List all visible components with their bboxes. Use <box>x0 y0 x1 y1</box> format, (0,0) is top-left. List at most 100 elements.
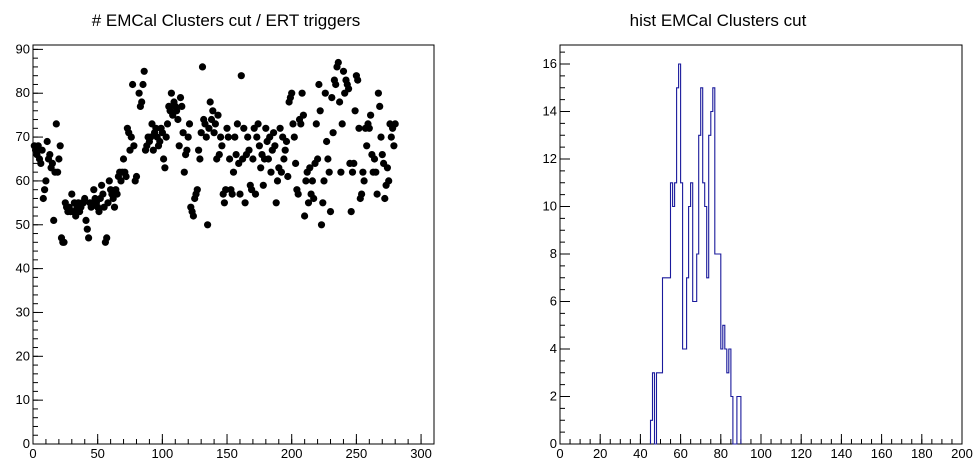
scatter-point <box>209 107 217 115</box>
scatter-point <box>383 164 391 172</box>
scatter-point <box>82 216 90 224</box>
scatter-plot-frame <box>32 44 435 445</box>
scatter-point <box>325 168 333 176</box>
scatter-point <box>351 107 359 115</box>
scatter-point <box>391 120 399 128</box>
x-tick-label: 150 <box>216 446 238 461</box>
scatter-chart-title: # EMCal Clusters cut / ERT triggers <box>92 11 361 30</box>
y-tick-label: 0 <box>23 436 30 451</box>
scatter-point <box>43 137 51 146</box>
y-tick-label: 12 <box>543 151 557 166</box>
scatter-plot-axes: 0 50 100 150 200 250 300 0 10 20 30 40 50 60 70 80 90 <box>16 41 435 461</box>
scatter-point <box>210 129 218 137</box>
scatter-point <box>140 67 148 75</box>
scatter-point <box>259 181 267 189</box>
scatter-point <box>367 111 375 119</box>
x-tick-label: 180 <box>911 446 933 461</box>
scatter-point <box>326 208 335 216</box>
scatter-point <box>50 216 58 224</box>
scatter-point <box>231 133 239 141</box>
scatter-point <box>273 177 282 185</box>
scatter-point <box>262 124 270 132</box>
scatter-point <box>198 63 207 71</box>
scatter-point <box>317 221 326 229</box>
scatter-point <box>156 137 164 146</box>
scatter-point <box>241 199 249 207</box>
scatter-point <box>38 146 46 154</box>
scatter-point <box>228 190 236 198</box>
scatter-point <box>90 186 98 194</box>
scatter-point <box>255 142 263 150</box>
scatter-point <box>237 72 245 80</box>
scatter-point <box>222 186 230 194</box>
scatter-point <box>288 89 296 97</box>
scatter-point <box>254 120 262 128</box>
scatter-point <box>193 186 201 194</box>
x-tick-label: 200 <box>281 446 303 461</box>
scatter-points <box>30 58 399 246</box>
scatter-point <box>232 151 240 159</box>
scatter-point <box>161 164 169 172</box>
scatter-point <box>41 186 49 194</box>
scatter-point <box>319 199 327 207</box>
scatter-point <box>385 177 393 185</box>
scatter-point <box>390 142 398 150</box>
scatter-point <box>184 133 192 141</box>
scatter-point <box>374 89 382 97</box>
y-tick-label: 50 <box>16 217 30 232</box>
scatter-point <box>104 199 112 207</box>
scatter-point <box>226 155 234 163</box>
scatter-point <box>211 120 219 128</box>
scatter-point <box>176 94 185 102</box>
scatter-point <box>214 111 222 119</box>
x-tick-label: 200 <box>951 446 973 461</box>
scatter-point <box>282 137 291 146</box>
scatter-point <box>315 80 323 89</box>
scatter-point <box>372 168 380 176</box>
scatter-point <box>130 142 138 150</box>
scatter-point <box>308 177 316 185</box>
scatter-point <box>321 89 329 97</box>
scatter-point <box>119 155 128 163</box>
scatter-point <box>272 199 280 207</box>
scatter-point <box>332 80 340 89</box>
y-tick-label: 6 <box>550 294 557 309</box>
scatter-point <box>48 159 57 167</box>
scatter-point <box>354 76 362 84</box>
scatter-point <box>240 124 248 132</box>
scatter-point <box>205 124 213 132</box>
scatter-point <box>98 181 106 189</box>
scatter-point <box>245 146 253 154</box>
scatter-point <box>236 190 244 198</box>
scatter-point <box>217 133 225 141</box>
x-tick-label: 250 <box>346 446 368 461</box>
scatter-point <box>373 190 381 198</box>
y-tick-label: 80 <box>16 85 30 100</box>
scatter-point <box>215 151 223 159</box>
scatter-point <box>289 120 297 128</box>
scatter-point <box>162 133 170 141</box>
scatter-point <box>253 133 261 141</box>
scatter-point <box>195 146 203 154</box>
scatter-point <box>85 234 93 242</box>
y-tick-label: 2 <box>550 389 557 404</box>
x-tick-label: 80 <box>714 446 728 461</box>
x-tick-label: 60 <box>673 446 687 461</box>
x-tick-label: 100 <box>750 446 772 461</box>
scatter-point <box>132 172 141 181</box>
scatter-point <box>267 168 275 176</box>
scatter-point <box>294 190 302 198</box>
scatter-point <box>376 102 384 110</box>
scatter-point <box>302 177 310 185</box>
scatter-point <box>299 111 307 119</box>
scatter-point <box>113 190 121 198</box>
scatter-point <box>42 177 50 185</box>
scatter-point <box>314 155 322 163</box>
scatter-point <box>138 98 146 106</box>
scatter-point <box>39 194 47 203</box>
y-tick-label: 70 <box>16 129 30 144</box>
scatter-point <box>175 142 183 150</box>
scatter-point <box>337 168 345 176</box>
scatter-point <box>117 177 125 185</box>
y-tick-label: 14 <box>543 104 557 119</box>
